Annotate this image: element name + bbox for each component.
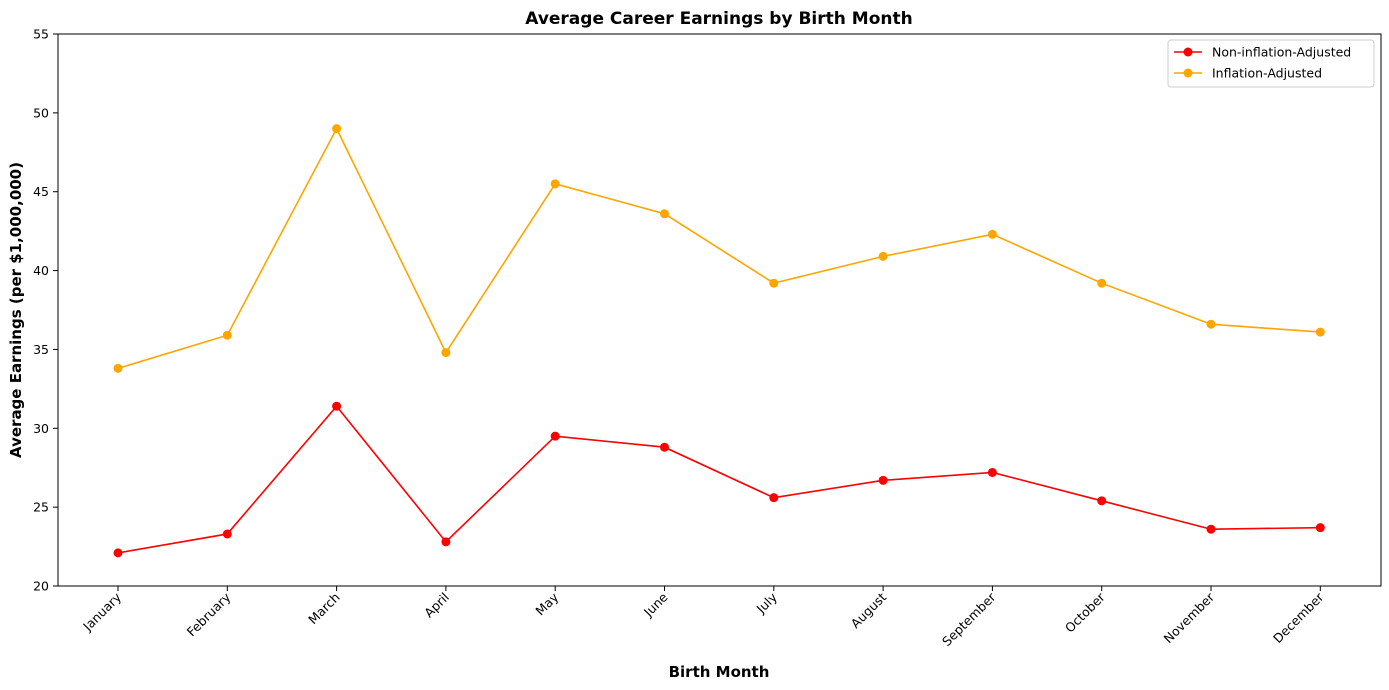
- data-point: [1315, 327, 1325, 337]
- data-point: [113, 363, 123, 373]
- legend-label: Non-inflation-Adjusted: [1212, 45, 1351, 60]
- y-tick-label: 40: [33, 263, 49, 278]
- plot-area: [57, 33, 1382, 587]
- y-tick-label: 30: [33, 421, 49, 436]
- data-point: [660, 442, 669, 452]
- y-tick-label: 45: [33, 184, 49, 199]
- x-tick-label: August: [848, 589, 890, 631]
- y-tick-label: 50: [33, 105, 49, 120]
- data-point: [878, 475, 888, 485]
- series-line: [117, 126, 1321, 370]
- legend-box: [1167, 39, 1375, 88]
- chart-title: Average Career Earnings by Birth Month: [525, 9, 912, 29]
- data-point: [550, 431, 560, 441]
- series-line: [117, 404, 1321, 554]
- y-tick-label: 25: [33, 500, 49, 515]
- x-tick-label: July: [753, 589, 781, 617]
- data-point: [222, 529, 232, 539]
- data-point: [987, 229, 997, 239]
- data-point: [1097, 496, 1107, 506]
- x-tick-label: May: [532, 589, 561, 618]
- x-tick-label: February: [184, 589, 234, 639]
- x-tick-label: September: [939, 589, 999, 649]
- data-point: [441, 537, 451, 547]
- data-point: [1206, 319, 1216, 329]
- x-tick-label: January: [79, 589, 124, 634]
- x-tick-label: April: [421, 590, 452, 621]
- data-point: [1206, 524, 1216, 534]
- legend-marker: [1183, 68, 1193, 78]
- data-point: [332, 401, 342, 411]
- legend: Non-inflation-Adjusted Inflation-Adjusted: [1167, 39, 1375, 88]
- data-point: [441, 348, 451, 358]
- x-tick-label: November: [1161, 589, 1218, 646]
- y-tick-label: 55: [33, 27, 49, 42]
- data-point: [878, 251, 888, 261]
- data-point: [222, 330, 232, 340]
- x-axis-label: Birth Month: [669, 663, 770, 681]
- data-point: [1097, 278, 1107, 288]
- y-axis: 20 25 30 35 40 45 50 55: [33, 27, 58, 594]
- data-point: [769, 493, 779, 503]
- data-point: [332, 124, 342, 134]
- plot-frame: [57, 33, 1382, 587]
- series-layer: [113, 124, 1325, 558]
- x-tick-label: June: [640, 589, 671, 620]
- legend-label: Inflation-Adjusted: [1212, 66, 1322, 81]
- data-point: [660, 209, 669, 219]
- legend-marker: [1183, 47, 1193, 57]
- x-axis: January February March April May June July Augu…: [79, 586, 1327, 649]
- x-tick-label: March: [305, 590, 343, 628]
- data-point: [987, 467, 997, 477]
- data-point: [1315, 523, 1325, 533]
- y-tick-label: 35: [33, 342, 49, 357]
- x-tick-label: October: [1062, 589, 1109, 636]
- data-point: [769, 278, 779, 288]
- data-point: [113, 548, 123, 558]
- y-axis-label: Average Earnings (per $1,000,000): [7, 162, 25, 458]
- data-point: [550, 179, 560, 189]
- x-tick-label: December: [1270, 589, 1327, 646]
- y-tick-label: 20: [33, 579, 49, 594]
